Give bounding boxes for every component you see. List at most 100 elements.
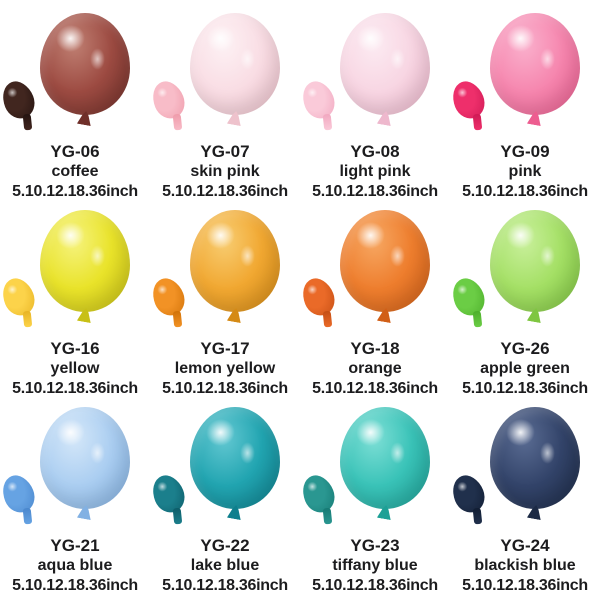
mini-balloon-body xyxy=(447,273,490,321)
product-caption: YG-06 coffee 5.10.12.18.36inch xyxy=(0,141,150,202)
balloon-art xyxy=(147,5,300,139)
product-card: YG-07 skin pink 5.10.12.18.36inch xyxy=(147,5,300,202)
product-card: YG-23 tiffany blue 5.10.12.18.36inch xyxy=(297,399,450,596)
balloon-image xyxy=(190,13,280,115)
product-card: YG-08 light pink 5.10.12.18.36inch xyxy=(297,5,450,202)
balloon-image xyxy=(40,13,130,115)
mini-balloon-body xyxy=(297,76,340,124)
mini-balloon-stem xyxy=(472,113,483,131)
balloon-image xyxy=(190,407,280,509)
balloon-image xyxy=(490,13,580,115)
balloon-art xyxy=(447,399,600,533)
mini-balloon-stem xyxy=(172,507,183,525)
balloon-highlight-small xyxy=(90,244,105,268)
product-code: YG-21 xyxy=(50,536,100,555)
balloon-art xyxy=(0,5,150,139)
product-color-name: coffee xyxy=(51,163,99,180)
balloon-highlight xyxy=(52,218,89,253)
product-sizes: 5.10.12.18.36inch xyxy=(312,577,438,594)
product-card: YG-16 yellow 5.10.12.18.36inch xyxy=(0,202,150,399)
product-sizes: 5.10.12.18.36inch xyxy=(12,380,138,397)
product-code: YG-17 xyxy=(200,339,250,358)
mini-balloon-stem xyxy=(322,507,333,525)
balloon-highlight-small xyxy=(540,47,555,71)
product-caption: YG-08 light pink 5.10.12.18.36inch xyxy=(300,141,450,202)
balloon-image xyxy=(340,13,430,115)
balloon-highlight-small xyxy=(240,244,255,268)
product-code: YG-26 xyxy=(500,339,550,358)
balloon-highlight xyxy=(352,21,389,56)
product-color-name: blackish blue xyxy=(474,557,576,574)
balloon-art xyxy=(297,399,450,533)
mini-balloon-stem xyxy=(22,113,33,131)
balloon-image xyxy=(340,407,430,509)
product-code: YG-18 xyxy=(350,339,400,358)
balloon-art xyxy=(0,202,150,336)
mini-balloon-body xyxy=(0,470,40,518)
balloon-art xyxy=(0,399,150,533)
balloon-highlight xyxy=(352,415,389,450)
balloon-image xyxy=(490,407,580,509)
product-caption: YG-24 blackish blue 5.10.12.18.36inch xyxy=(450,535,600,596)
balloon-highlight-small xyxy=(390,244,405,268)
balloon-highlight-small xyxy=(240,47,255,71)
balloon-highlight xyxy=(52,415,89,450)
product-color-name: light pink xyxy=(339,163,411,180)
product-card: YG-06 coffee 5.10.12.18.36inch xyxy=(0,5,150,202)
product-sizes: 5.10.12.18.36inch xyxy=(12,577,138,594)
product-caption: YG-17 lemon yellow 5.10.12.18.36inch xyxy=(150,338,300,399)
product-card: YG-18 orange 5.10.12.18.36inch xyxy=(297,202,450,399)
balloon-image xyxy=(490,210,580,312)
product-card: YG-09 pink 5.10.12.18.36inch xyxy=(447,5,600,202)
product-sizes: 5.10.12.18.36inch xyxy=(162,577,288,594)
balloon-highlight xyxy=(502,415,539,450)
balloon-highlight xyxy=(202,415,239,450)
mini-balloon-body xyxy=(0,273,40,321)
mini-balloon-stem xyxy=(322,113,333,131)
product-caption: YG-07 skin pink 5.10.12.18.36inch xyxy=(150,141,300,202)
product-card: YG-26 apple green 5.10.12.18.36inch xyxy=(447,202,600,399)
mini-balloon-body xyxy=(0,76,40,124)
product-card: YG-17 lemon yellow 5.10.12.18.36inch xyxy=(147,202,300,399)
product-caption: YG-16 yellow 5.10.12.18.36inch xyxy=(0,338,150,399)
balloon-image xyxy=(190,210,280,312)
product-sizes: 5.10.12.18.36inch xyxy=(462,577,588,594)
mini-balloon-body xyxy=(297,273,340,321)
mini-balloon-body xyxy=(447,470,490,518)
mini-balloon-stem xyxy=(472,507,483,525)
balloon-highlight-small xyxy=(90,47,105,71)
product-caption: YG-23 tiffany blue 5.10.12.18.36inch xyxy=(300,535,450,596)
product-sizes: 5.10.12.18.36inch xyxy=(312,380,438,397)
product-sizes: 5.10.12.18.36inch xyxy=(312,183,438,200)
balloon-art xyxy=(447,202,600,336)
balloon-highlight-small xyxy=(390,441,405,465)
product-code: YG-24 xyxy=(500,536,550,555)
product-code: YG-06 xyxy=(50,142,100,161)
balloon-highlight-small xyxy=(240,441,255,465)
product-color-name: orange xyxy=(348,360,402,377)
balloon-art xyxy=(297,202,450,336)
product-color-name: aqua blue xyxy=(37,557,113,574)
product-code: YG-09 xyxy=(500,142,550,161)
product-sizes: 5.10.12.18.36inch xyxy=(162,183,288,200)
mini-balloon-body xyxy=(447,76,490,124)
product-sizes: 5.10.12.18.36inch xyxy=(12,183,138,200)
product-sizes: 5.10.12.18.36inch xyxy=(462,183,588,200)
mini-balloon-body xyxy=(147,273,190,321)
balloon-highlight-small xyxy=(540,441,555,465)
product-caption: YG-26 apple green 5.10.12.18.36inch xyxy=(450,338,600,399)
balloon-highlight xyxy=(52,21,89,56)
product-color-name: apple green xyxy=(480,360,570,377)
balloon-art xyxy=(147,202,300,336)
product-code: YG-23 xyxy=(350,536,400,555)
mini-balloon-stem xyxy=(22,507,33,525)
balloon-art xyxy=(297,5,450,139)
product-caption: YG-18 orange 5.10.12.18.36inch xyxy=(300,338,450,399)
balloon-highlight xyxy=(352,218,389,253)
balloon-highlight-small xyxy=(390,47,405,71)
product-sizes: 5.10.12.18.36inch xyxy=(462,380,588,397)
mini-balloon-stem xyxy=(322,310,333,328)
product-card: YG-22 lake blue 5.10.12.18.36inch xyxy=(147,399,300,596)
balloon-art xyxy=(147,399,300,533)
